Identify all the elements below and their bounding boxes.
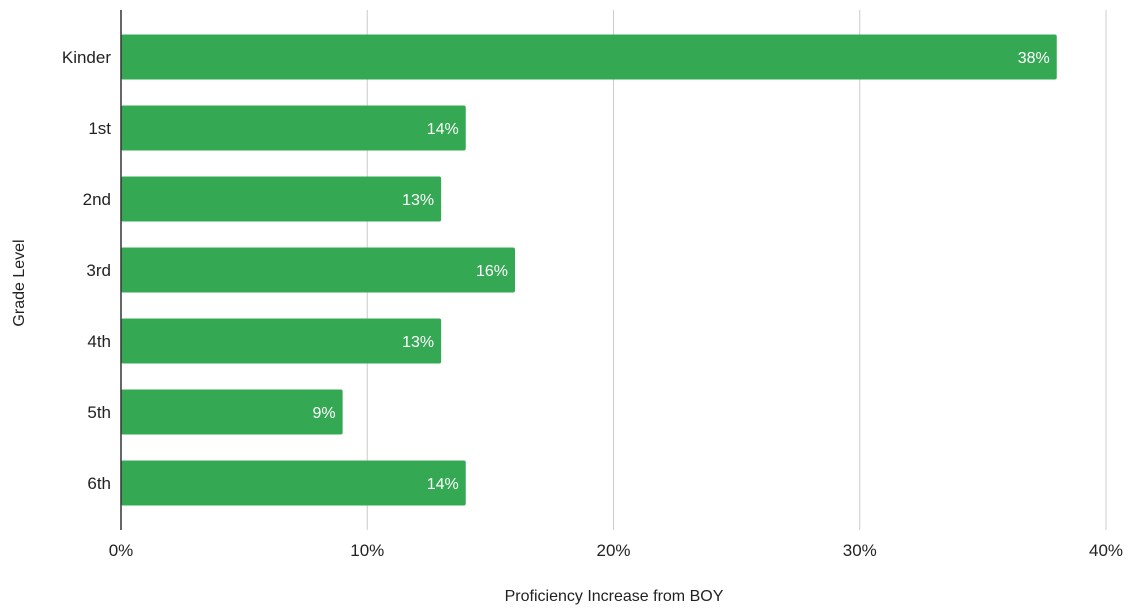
bar-data-label-5: 9% — [313, 405, 336, 422]
x-tick-label-1: 10% — [350, 541, 384, 560]
bar-data-label-0: 38% — [1018, 50, 1050, 67]
y-category-label-4: 4th — [87, 332, 111, 351]
bar-data-label-6: 14% — [427, 476, 459, 493]
bar-3 — [121, 247, 515, 293]
y-axis-title: Grade Level — [11, 239, 28, 326]
bar-data-label-2: 13% — [402, 192, 434, 209]
bar-data-label-1: 14% — [427, 121, 459, 138]
x-tick-label-0: 0% — [109, 541, 134, 560]
y-category-label-3: 3rd — [86, 261, 111, 280]
bar-5 — [121, 389, 343, 435]
y-category-label-2: 2nd — [83, 190, 111, 209]
y-category-label-1: 1st — [88, 119, 111, 138]
bar-0 — [121, 34, 1057, 80]
bar-1 — [121, 105, 466, 151]
labels: 0% 10% 20% 30% 40% Kinder 38% 1st 14% 2nd 13% 3rd 16… — [62, 48, 1123, 560]
x-tick-label-4: 40% — [1089, 541, 1123, 560]
y-category-label-5: 5th — [87, 403, 111, 422]
bar-data-label-4: 13% — [402, 334, 434, 351]
x-tick-label-3: 30% — [843, 541, 877, 560]
bars — [121, 34, 1057, 506]
x-axis-title: Proficiency Increase from BOY — [505, 588, 724, 605]
bar-2 — [121, 176, 442, 222]
x-tick-label-2: 20% — [596, 541, 630, 560]
bar-data-label-3: 16% — [476, 263, 508, 280]
bar-4 — [121, 318, 442, 364]
bar-6 — [121, 460, 466, 506]
y-category-label-0: Kinder — [62, 48, 111, 67]
y-category-label-6: 6th — [87, 474, 111, 493]
